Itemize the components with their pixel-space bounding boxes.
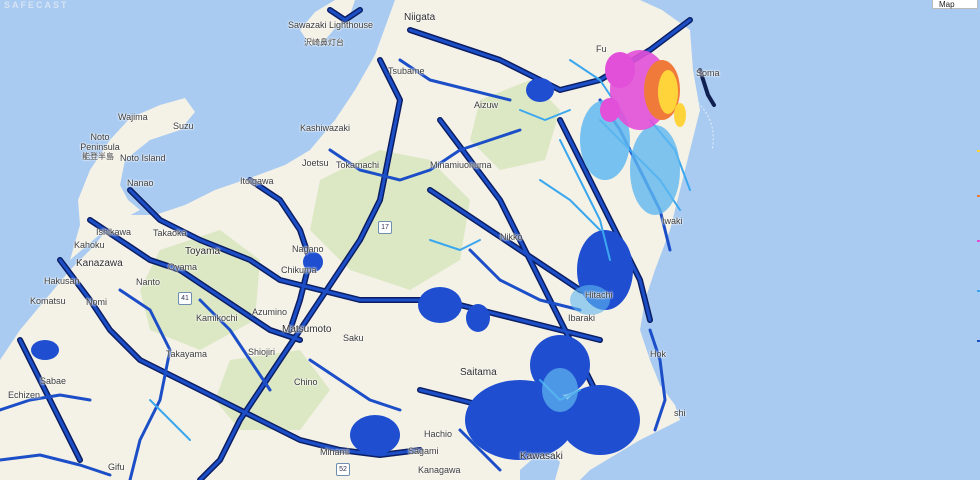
label-sagamihara: Sagami — [408, 446, 439, 456]
label-oyama: Oyama — [168, 262, 198, 272]
label-toyama: Toyama — [185, 246, 221, 257]
forest-2 — [140, 230, 260, 350]
label-hachioji: Hachio — [424, 429, 453, 439]
dense-areas — [31, 78, 640, 460]
peak-dose-areas — [658, 70, 686, 127]
label-noto: Noto Peninsula — [80, 132, 120, 152]
label-niigata: Niigata — [404, 12, 436, 23]
measurement-roads — [0, 7, 716, 480]
watermark: SAFECAST — [4, 0, 69, 10]
label-minamiuonuma: Minamiuonuma — [430, 160, 492, 170]
label-tsubame: Tsubame — [388, 66, 425, 76]
label-chino: Chino — [294, 377, 318, 387]
route-shield-17: 17 — [378, 221, 392, 234]
label-ishikawa: Ishikawa — [96, 227, 132, 237]
label-hakusan: Hakusan — [44, 276, 80, 286]
label-fukushima: Fu — [596, 44, 607, 54]
label-saku: Saku — [343, 333, 364, 343]
label-aizu: Aizuw — [474, 100, 499, 110]
label-noto-island: Noto Island — [120, 153, 166, 163]
label-wajima: Wajima — [118, 112, 148, 122]
label-nagano: Nagano — [292, 244, 324, 254]
label-nikko: Nikko — [500, 232, 523, 242]
dose-color-scale — [977, 150, 980, 380]
label-matsumoto: Matsumoto — [282, 324, 332, 335]
label-shi: shi — [674, 408, 686, 418]
label-nanao: Nanao — [127, 178, 154, 188]
label-minami: Minami — [320, 447, 350, 457]
land-sado — [300, 0, 355, 45]
label-echizen: Echizen — [8, 390, 41, 400]
label-chikuma: Chikuma — [281, 265, 317, 275]
coastal-road-spur — [698, 68, 716, 107]
label-saitama: Saitama — [460, 367, 497, 378]
label-suzu: Suzu — [173, 121, 194, 131]
label-azumino: Azumino — [252, 307, 288, 317]
label-komatsu: Komatsu — [30, 296, 66, 306]
label-shiojiri: Shiojiri — [248, 347, 276, 357]
label-gifu: Gifu — [108, 462, 125, 472]
label-ibaraki: Ibaraki — [568, 313, 596, 323]
bay-tokyo — [520, 448, 560, 480]
forest-3 — [470, 80, 560, 170]
label-kashiwazaki: Kashiwazaki — [300, 123, 351, 133]
route-shield-41: 41 — [178, 292, 192, 305]
label-takayama: Takayama — [166, 349, 208, 359]
label-takaoka: Takaoka — [153, 228, 187, 238]
label-noto-jp: 能登半島 — [82, 152, 114, 161]
label-kahoku: Kahoku — [74, 240, 105, 250]
label-hok: Hok — [650, 349, 667, 359]
coast-ring — [694, 99, 714, 151]
label-sawazaki: Sawazaki Lighthouse — [288, 20, 374, 30]
label-kanazawa: Kanazawa — [76, 258, 123, 269]
route-shield-52: 52 — [336, 463, 350, 476]
label-nomi: Nomi — [86, 297, 108, 307]
label-kawasaki: Kawasaki — [520, 451, 563, 462]
label-soma: Soma — [696, 68, 720, 78]
label-itoigawa: Itoigawa — [240, 176, 274, 186]
label-kamikochi: Kamikochi — [196, 313, 238, 323]
label-iwaki: Iwaki — [662, 216, 683, 226]
label-sabae: Sabae — [40, 376, 67, 386]
mid-areas — [542, 100, 680, 412]
label-tokamachi: Tokamachi — [336, 160, 380, 170]
label-kanagawa: Kanagawa — [418, 465, 461, 475]
label-joetsu: Joetsu — [302, 158, 329, 168]
map-type-button[interactable]: Map — [932, 0, 978, 9]
label-nanto: Nanto — [136, 277, 161, 287]
label-sawazaki-jp: 沢崎鼻灯台 — [304, 38, 344, 47]
label-hitachi: Hitachi — [585, 290, 613, 300]
land-noto — [70, 98, 195, 260]
